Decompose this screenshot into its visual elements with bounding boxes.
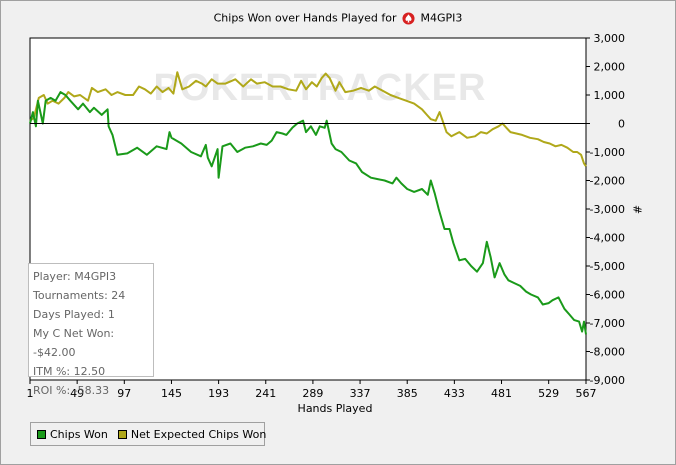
series-line-net-expected bbox=[29, 71, 587, 167]
x-axis-label: Hands Played bbox=[297, 402, 373, 415]
legend-swatch-net-expected bbox=[117, 429, 127, 439]
chart-title-text: Chips Won over Hands Played for bbox=[213, 11, 397, 25]
spade-icon bbox=[402, 11, 415, 25]
y-tick-label: -5,000 bbox=[590, 260, 625, 273]
y-tick-label: -1,000 bbox=[590, 146, 625, 159]
x-tick-label: 97 bbox=[117, 387, 131, 400]
stat-tournaments: Tournaments: 24 bbox=[33, 289, 126, 302]
player-name: M4GPI3 bbox=[420, 11, 463, 25]
x-tick-label: 567 bbox=[576, 387, 597, 400]
y-tick-label: -7,000 bbox=[590, 317, 625, 330]
stat-net-won: My C Net Won: -$42.00 bbox=[33, 327, 115, 359]
x-tick-label: 529 bbox=[538, 387, 559, 400]
y-tick-label: 1,000 bbox=[594, 89, 626, 102]
legend-item-net-expected: Net Expected Chips Won bbox=[117, 427, 267, 441]
x-tick-label: 145 bbox=[161, 387, 182, 400]
x-tick-label: 241 bbox=[255, 387, 276, 400]
x-tick-label: 385 bbox=[397, 387, 418, 400]
watermark-text: POKERTRACKER bbox=[154, 67, 487, 109]
y-tick-label: -8,000 bbox=[590, 346, 625, 359]
stats-box: Player: M4GPI3 Tournaments: 24 Days Play… bbox=[28, 263, 154, 397]
y-tick-label: -3,000 bbox=[590, 203, 625, 216]
legend-item-chips-won: Chips Won bbox=[37, 428, 108, 441]
y-tick-label: 3,000 bbox=[594, 32, 626, 45]
chart-title: Chips Won over Hands Played for M4GPI3 bbox=[0, 11, 676, 25]
legend: Chips Won Net Expected Chips Won bbox=[30, 422, 267, 446]
x-tick-label: 1 bbox=[27, 387, 34, 400]
stat-player: Player: M4GPI3 bbox=[33, 270, 117, 283]
y-axis-label: # bbox=[630, 204, 644, 215]
y-tick-label: -4,000 bbox=[590, 232, 625, 245]
y-tick-label: -6,000 bbox=[590, 289, 625, 302]
x-tick-label: 433 bbox=[444, 387, 465, 400]
stat-roi: ROI %: -58.33 bbox=[33, 384, 110, 397]
stat-days-played: Days Played: 1 bbox=[33, 308, 115, 321]
x-tick-label: 289 bbox=[302, 387, 323, 400]
y-tick-label: -9,000 bbox=[590, 374, 625, 387]
y-tick-label: 2,000 bbox=[594, 61, 626, 74]
legend-label: Net Expected Chips Won bbox=[130, 427, 267, 441]
legend-swatch-chips-won bbox=[37, 429, 46, 439]
stat-itm: ITM %: 12.50 bbox=[33, 365, 106, 378]
legend-label: Chips Won bbox=[50, 427, 108, 441]
y-tick-label: -2,000 bbox=[590, 175, 625, 188]
x-tick-label: 49 bbox=[70, 387, 84, 400]
y-tick-label: 0 bbox=[618, 118, 625, 131]
x-tick-label: 481 bbox=[491, 387, 512, 400]
x-tick-label: 337 bbox=[350, 387, 371, 400]
series-line-chips-won bbox=[29, 91, 587, 335]
x-tick-label: 193 bbox=[208, 387, 229, 400]
